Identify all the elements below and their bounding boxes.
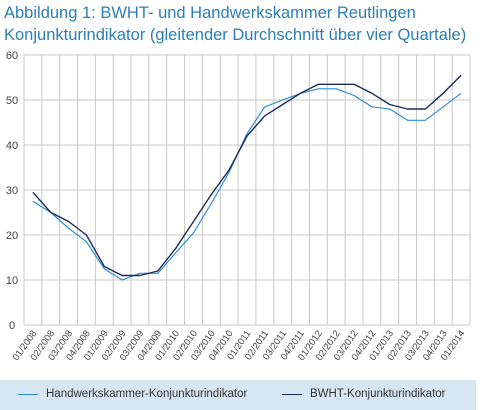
legend-label-bwht: BWHT-Konjunkturindikator (310, 388, 446, 400)
chart-title: Abbildung 1: BWHT- und Handwerkskammer R… (4, 2, 476, 46)
legend-item-handwerkskammer: Handwerkskammer-Konjunkturindikator (18, 388, 247, 400)
y-tick-label-30: 30 (6, 185, 18, 197)
legend-item-bwht: BWHT-Konjunkturindikator (282, 388, 446, 400)
y-tick-label-20: 20 (6, 230, 18, 242)
series-line-bwht (32, 74, 462, 277)
y-tick-label-0: 0 (9, 320, 15, 332)
line-chart: 010203040506001/200802/200803/200804/200… (6, 50, 471, 363)
legend-swatch-handwerkskammer (18, 393, 38, 395)
chart-title-line-2: Konjunkturindikator (gleitender Durchsch… (4, 26, 467, 44)
y-tick-label-40: 40 (6, 140, 18, 152)
series-line-handwerkskammer (32, 88, 462, 281)
legend-label-handwerkskammer: Handwerkskammer-Konjunkturindikator (46, 388, 248, 400)
chart-title-line-1: Abbildung 1: BWHT- und Handwerkskammer R… (4, 4, 416, 22)
y-tick-label-10: 10 (6, 275, 18, 287)
y-tick-label-60: 60 (6, 50, 18, 62)
y-tick-label-50: 50 (6, 95, 18, 107)
legend: Handwerkskammer-Konjunkturindikator BWHT… (0, 380, 476, 410)
legend-swatch-bwht (282, 393, 302, 395)
